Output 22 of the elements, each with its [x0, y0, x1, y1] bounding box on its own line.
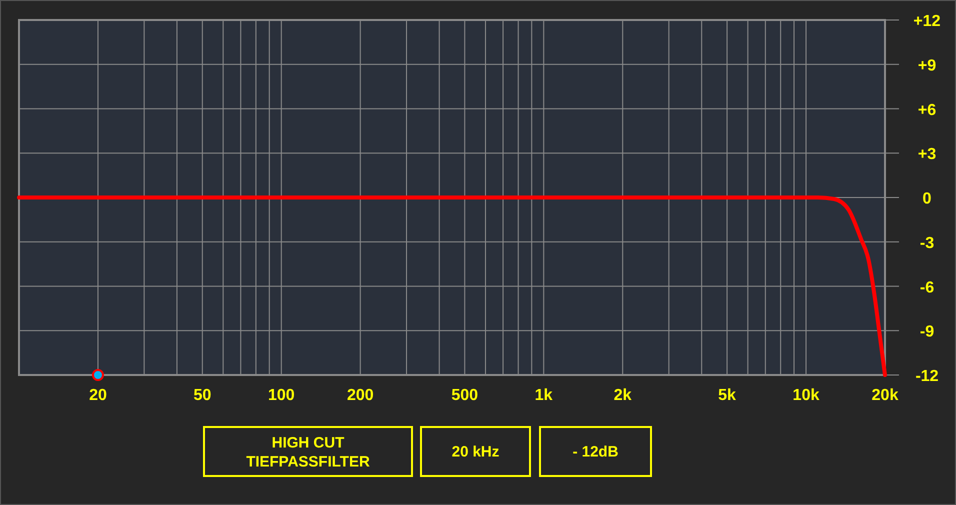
x-tick-label: 100 [268, 387, 295, 404]
x-tick-label: 50 [193, 387, 212, 404]
y-tick-label: 0 [922, 190, 932, 208]
x-tick-label: 20k [872, 387, 898, 404]
y-tick-label: +3 [918, 146, 936, 164]
y-tick-label: +9 [918, 57, 936, 74]
y-tick-label: -12 [915, 368, 939, 385]
x-tick-label: 500 [451, 387, 478, 404]
y-tick-label: +6 [918, 102, 936, 119]
x-tick-label: 1k [534, 387, 553, 404]
x-tick-label: 2k [614, 387, 632, 404]
x-tick-label: 10k [792, 387, 820, 404]
y-tick-label: +12 [913, 13, 941, 30]
x-tick-label: 200 [346, 387, 374, 404]
text: - 12dB [572, 444, 619, 460]
y-tick-label: -9 [920, 324, 934, 341]
y-tick-label: -3 [920, 234, 934, 252]
x-tick-label: 5k [718, 387, 736, 404]
y-tick-label: -6 [920, 279, 934, 296]
text: HIGH CUT TIEFPASSFILTER [246, 434, 370, 470]
text: 20 kHz [452, 444, 500, 460]
x-tick-label: 20 [89, 387, 107, 404]
